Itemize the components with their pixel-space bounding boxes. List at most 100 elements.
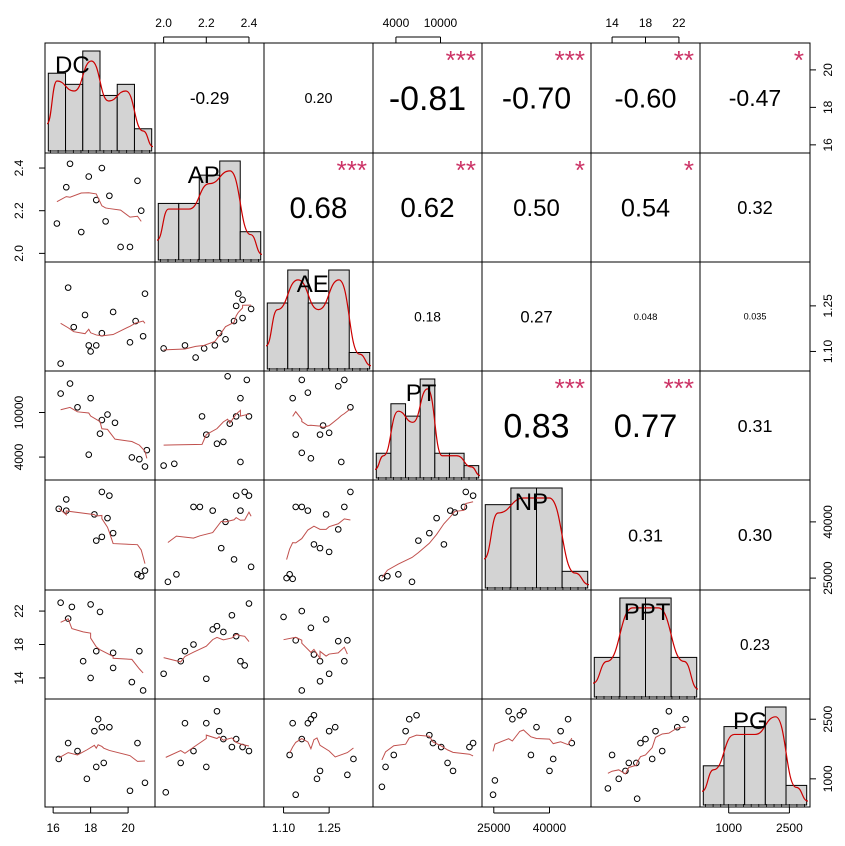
scatter-point [283, 574, 290, 582]
histogram-bar [645, 597, 672, 698]
scatter-point [177, 759, 184, 767]
scatter-point [57, 360, 64, 367]
scatter-point [245, 747, 253, 755]
density-curve [592, 607, 699, 690]
smooth-line [167, 511, 252, 543]
scatter-point [87, 601, 94, 608]
scatter-point [316, 544, 324, 552]
scatter-panel-2-0 [57, 284, 149, 367]
scatter-point [85, 451, 93, 458]
significance-stars: ** [674, 45, 694, 75]
scatter-point [304, 719, 312, 727]
scatter-point [325, 429, 333, 437]
scatter-point [55, 755, 63, 763]
scatter-point [334, 637, 342, 645]
scatter-point [141, 567, 149, 574]
panel-5-4 [481, 589, 592, 700]
scatter-panel-4-3 [378, 488, 477, 586]
smooth-line [286, 518, 351, 560]
scatter-point [289, 575, 296, 583]
scatter-point [85, 173, 93, 180]
scatter-point [237, 657, 244, 665]
histogram-bar [328, 269, 350, 370]
scatter-panel-3-0 [57, 380, 151, 470]
significance-stars: *** [664, 373, 694, 403]
variable-label: AP [188, 162, 220, 189]
left-axis-tick-label: 2.0 [12, 245, 26, 262]
scatter-point [316, 677, 324, 685]
scatter-point [198, 413, 206, 420]
scatter-point [209, 626, 217, 633]
panel-2-1 [154, 261, 265, 372]
scatter-point [237, 507, 244, 514]
scatter-point [102, 218, 109, 225]
scatter-point [604, 785, 612, 792]
scatter-point [98, 164, 106, 172]
scatter-point [215, 727, 223, 735]
scatter-point [245, 413, 253, 420]
correlation-value: 0.77 [614, 407, 678, 444]
scatter-point [64, 739, 72, 747]
scatter-point [160, 670, 167, 678]
scatter-point [170, 460, 178, 468]
scatter-point [440, 541, 448, 548]
scatter-point [213, 622, 221, 630]
scatter-point [344, 771, 351, 779]
scatter-point [384, 572, 391, 580]
correlation-value: -0.47 [729, 85, 782, 111]
scatter-point [491, 777, 499, 784]
scatter-point [83, 775, 91, 783]
panel-3-0 [44, 370, 156, 481]
smooth-line [492, 729, 573, 752]
scatter-point [313, 775, 321, 783]
scatter-point [307, 455, 315, 462]
density-curve [701, 716, 809, 802]
scatter-point [162, 789, 170, 796]
scatter-point [92, 342, 100, 349]
scatter-point [415, 537, 422, 544]
variable-label: PPT [624, 599, 671, 626]
scatter-point [126, 243, 134, 251]
scatter-point [298, 449, 306, 457]
scatter-panel-2-1 [160, 290, 255, 361]
correlation-value: 0.62 [400, 192, 454, 223]
scatter-point [469, 492, 477, 499]
histogram-bar [785, 784, 808, 806]
left-axis-tick-label: 2.4 [12, 159, 26, 176]
bottom-axis-tick-label: 1.10 [272, 821, 296, 835]
scatter-point [196, 503, 204, 511]
significance-stars: *** [555, 373, 585, 403]
scatter-point [247, 305, 255, 313]
scatter-point [232, 492, 240, 499]
scatter-point [70, 323, 78, 331]
scatter-point [608, 751, 616, 759]
histogram-AP [156, 160, 263, 262]
scatter-point [331, 723, 339, 731]
scatter-point [111, 419, 119, 427]
correlation-value: 0.18 [414, 309, 441, 324]
scatter-point [245, 600, 253, 607]
top-axis-tick-label: 4000 [383, 16, 410, 30]
scatter-point [68, 603, 76, 611]
scatter-panel-1-0 [53, 160, 145, 251]
significance-stars: ** [456, 155, 476, 185]
panel-4-1 [154, 479, 265, 591]
scatter-point [382, 763, 389, 771]
scatter-point [106, 492, 113, 499]
histogram-PPT [592, 597, 699, 699]
scatter-point [74, 747, 81, 755]
smooth-line [60, 320, 146, 337]
scatter-point [109, 649, 117, 657]
scatter-point [378, 574, 386, 582]
scatter-panel-6-4 [489, 707, 576, 799]
scatter-panel-4-1 [164, 488, 255, 586]
scatter-point [437, 743, 445, 751]
panel-6-2 [263, 698, 374, 808]
smooth-line [58, 507, 146, 564]
scatter-point [665, 707, 673, 715]
correlation-value: 0.68 [290, 192, 348, 225]
smooth-line [381, 501, 474, 578]
scatter-point [160, 345, 167, 352]
scatter-point [96, 430, 104, 438]
